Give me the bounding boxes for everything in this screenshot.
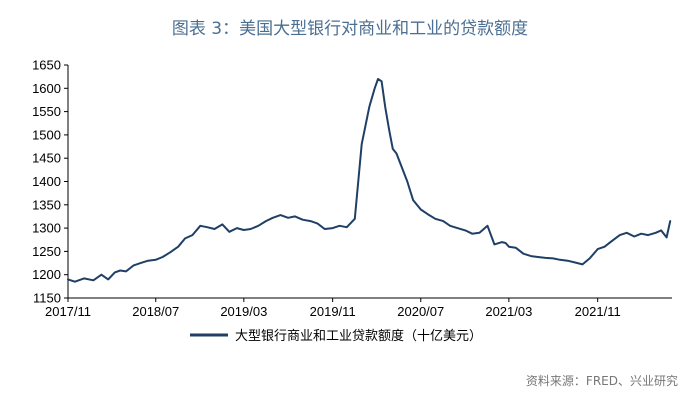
y-tick-label: 1200 xyxy=(32,267,61,282)
x-axis: 2017/11 2018/07 2019/03 2019/11 2020/07 2021/… xyxy=(45,297,672,319)
y-tick-label: 1550 xyxy=(32,104,61,119)
series-line xyxy=(67,78,672,283)
y-tick-label: 1150 xyxy=(33,291,61,306)
x-tick-label: 2021/03 xyxy=(485,304,532,319)
x-tick-label: 2019/11 xyxy=(310,304,356,319)
y-tick-label: 1300 xyxy=(32,221,61,236)
y-tick-label: 1650 xyxy=(32,58,61,73)
y-tick-label: 1250 xyxy=(32,244,61,259)
series-group xyxy=(67,78,672,283)
y-tick-label: 1500 xyxy=(32,127,61,142)
y-axis: 1150 1200 1250 1300 1350 1400 1450 1500 1550 1600… xyxy=(32,58,69,306)
x-tick-label: 2019/03 xyxy=(220,304,267,319)
y-tick-label: 1600 xyxy=(32,81,61,96)
source-note: 资料来源：FRED、兴业研究 xyxy=(525,374,678,388)
y-tick-label: 1400 xyxy=(32,174,61,189)
y-tick-label: 1450 xyxy=(32,151,61,166)
x-tick-label: 2020/07 xyxy=(397,304,444,319)
x-tick-label: 2018/07 xyxy=(132,304,179,319)
chart-title: 图表 3：美国大型银行对商业和工业的贷款额度 xyxy=(171,19,529,39)
y-tick-label: 1350 xyxy=(32,197,61,212)
legend: 大型银行商业和工业贷款额度（十亿美元） xyxy=(190,328,482,343)
x-tick-label: 2021/11 xyxy=(575,304,621,319)
x-tick-label: 2017/11 xyxy=(45,304,91,319)
legend-label: 大型银行商业和工业贷款额度（十亿美元） xyxy=(235,328,482,343)
